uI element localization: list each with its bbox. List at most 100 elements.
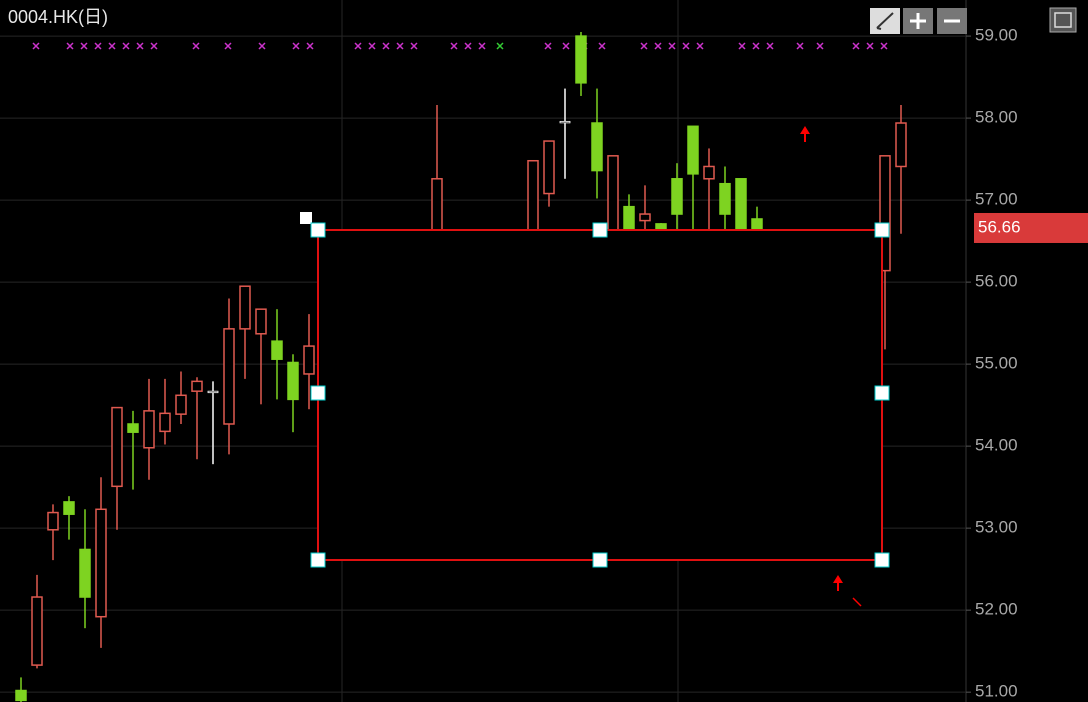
marker (32, 42, 40, 50)
handle[interactable] (874, 385, 890, 401)
body (703, 165, 715, 180)
marker (354, 42, 362, 50)
body (239, 285, 251, 330)
marker (738, 42, 746, 50)
marker (410, 42, 418, 50)
body (255, 308, 267, 335)
y-tick-label: 56.00 (975, 272, 1018, 291)
marker (108, 42, 116, 50)
marker (544, 42, 552, 50)
marker (562, 42, 570, 50)
body (159, 412, 171, 433)
y-tick-label: 55.00 (975, 354, 1018, 373)
pencil-icon (876, 12, 894, 30)
body (287, 361, 299, 401)
body (95, 508, 107, 618)
panel-button[interactable] (1049, 7, 1077, 33)
marker (94, 42, 102, 50)
panel-icon (1054, 12, 1072, 28)
marker (766, 42, 774, 50)
handle[interactable] (874, 222, 890, 238)
body (575, 35, 587, 84)
body (719, 182, 731, 215)
body (127, 423, 139, 433)
marker (640, 42, 648, 50)
marker (752, 42, 760, 50)
marker (66, 42, 74, 50)
marker (880, 42, 888, 50)
body (207, 390, 219, 394)
marker (478, 42, 486, 50)
body (591, 122, 603, 172)
handle[interactable] (310, 222, 326, 238)
body (303, 345, 315, 375)
candles (15, 31, 907, 702)
marker (192, 42, 200, 50)
marker (866, 42, 874, 50)
body (63, 501, 75, 515)
marker (122, 42, 130, 50)
last-price-box (974, 212, 1088, 243)
plus-icon (910, 13, 926, 29)
handle[interactable] (592, 552, 608, 568)
body (671, 178, 683, 215)
marker (382, 42, 390, 50)
drawn-rectangle[interactable] (300, 212, 890, 568)
body (879, 155, 891, 272)
chart-title: 0004.HK(日) (8, 7, 108, 27)
marker (306, 42, 314, 50)
body (79, 548, 91, 598)
marker (396, 42, 404, 50)
y-tick-label: 58.00 (975, 108, 1018, 127)
y-tick-label: 57.00 (975, 190, 1018, 209)
y-tick-label: 53.00 (975, 518, 1018, 537)
body (543, 140, 555, 195)
handle[interactable] (310, 552, 326, 568)
marker (450, 42, 458, 50)
body (191, 380, 203, 392)
arrow (833, 575, 843, 591)
markers (32, 42, 888, 50)
handle[interactable] (310, 385, 326, 401)
marker (368, 42, 376, 50)
marker (816, 42, 824, 50)
body (687, 125, 699, 175)
arrow-tail (852, 597, 862, 607)
body (31, 596, 43, 666)
toolbar (870, 7, 1077, 34)
marker (224, 42, 232, 50)
handle[interactable] (874, 552, 890, 568)
body (271, 340, 283, 360)
marker (696, 42, 704, 50)
y-tick-label: 51.00 (975, 682, 1018, 701)
marker (682, 42, 690, 50)
body (895, 122, 907, 168)
y-axis: 59.00 58.00 57.00 56.00 55.00 54.00 53.00 52.00… (966, 26, 1088, 701)
body (223, 328, 235, 425)
marker (80, 42, 88, 50)
y-tick-label: 52.00 (975, 600, 1018, 619)
body (47, 511, 59, 531)
marker (258, 42, 266, 50)
marker (668, 42, 676, 50)
handle[interactable] (300, 212, 312, 224)
body (175, 394, 187, 415)
body (559, 120, 571, 124)
body (607, 155, 619, 234)
body (111, 406, 123, 488)
handle[interactable] (592, 222, 608, 238)
marker (496, 42, 504, 50)
y-tick-label: 59.00 (975, 26, 1018, 45)
marker (464, 42, 472, 50)
arrow (800, 126, 810, 142)
body (639, 213, 651, 222)
body (15, 689, 27, 702)
marker (292, 42, 300, 50)
rectangle[interactable] (317, 229, 883, 561)
y-tick-label: 54.00 (975, 436, 1018, 455)
last-price-label: 56.66 (978, 217, 1021, 236)
marker (136, 42, 144, 50)
marker (852, 42, 860, 50)
